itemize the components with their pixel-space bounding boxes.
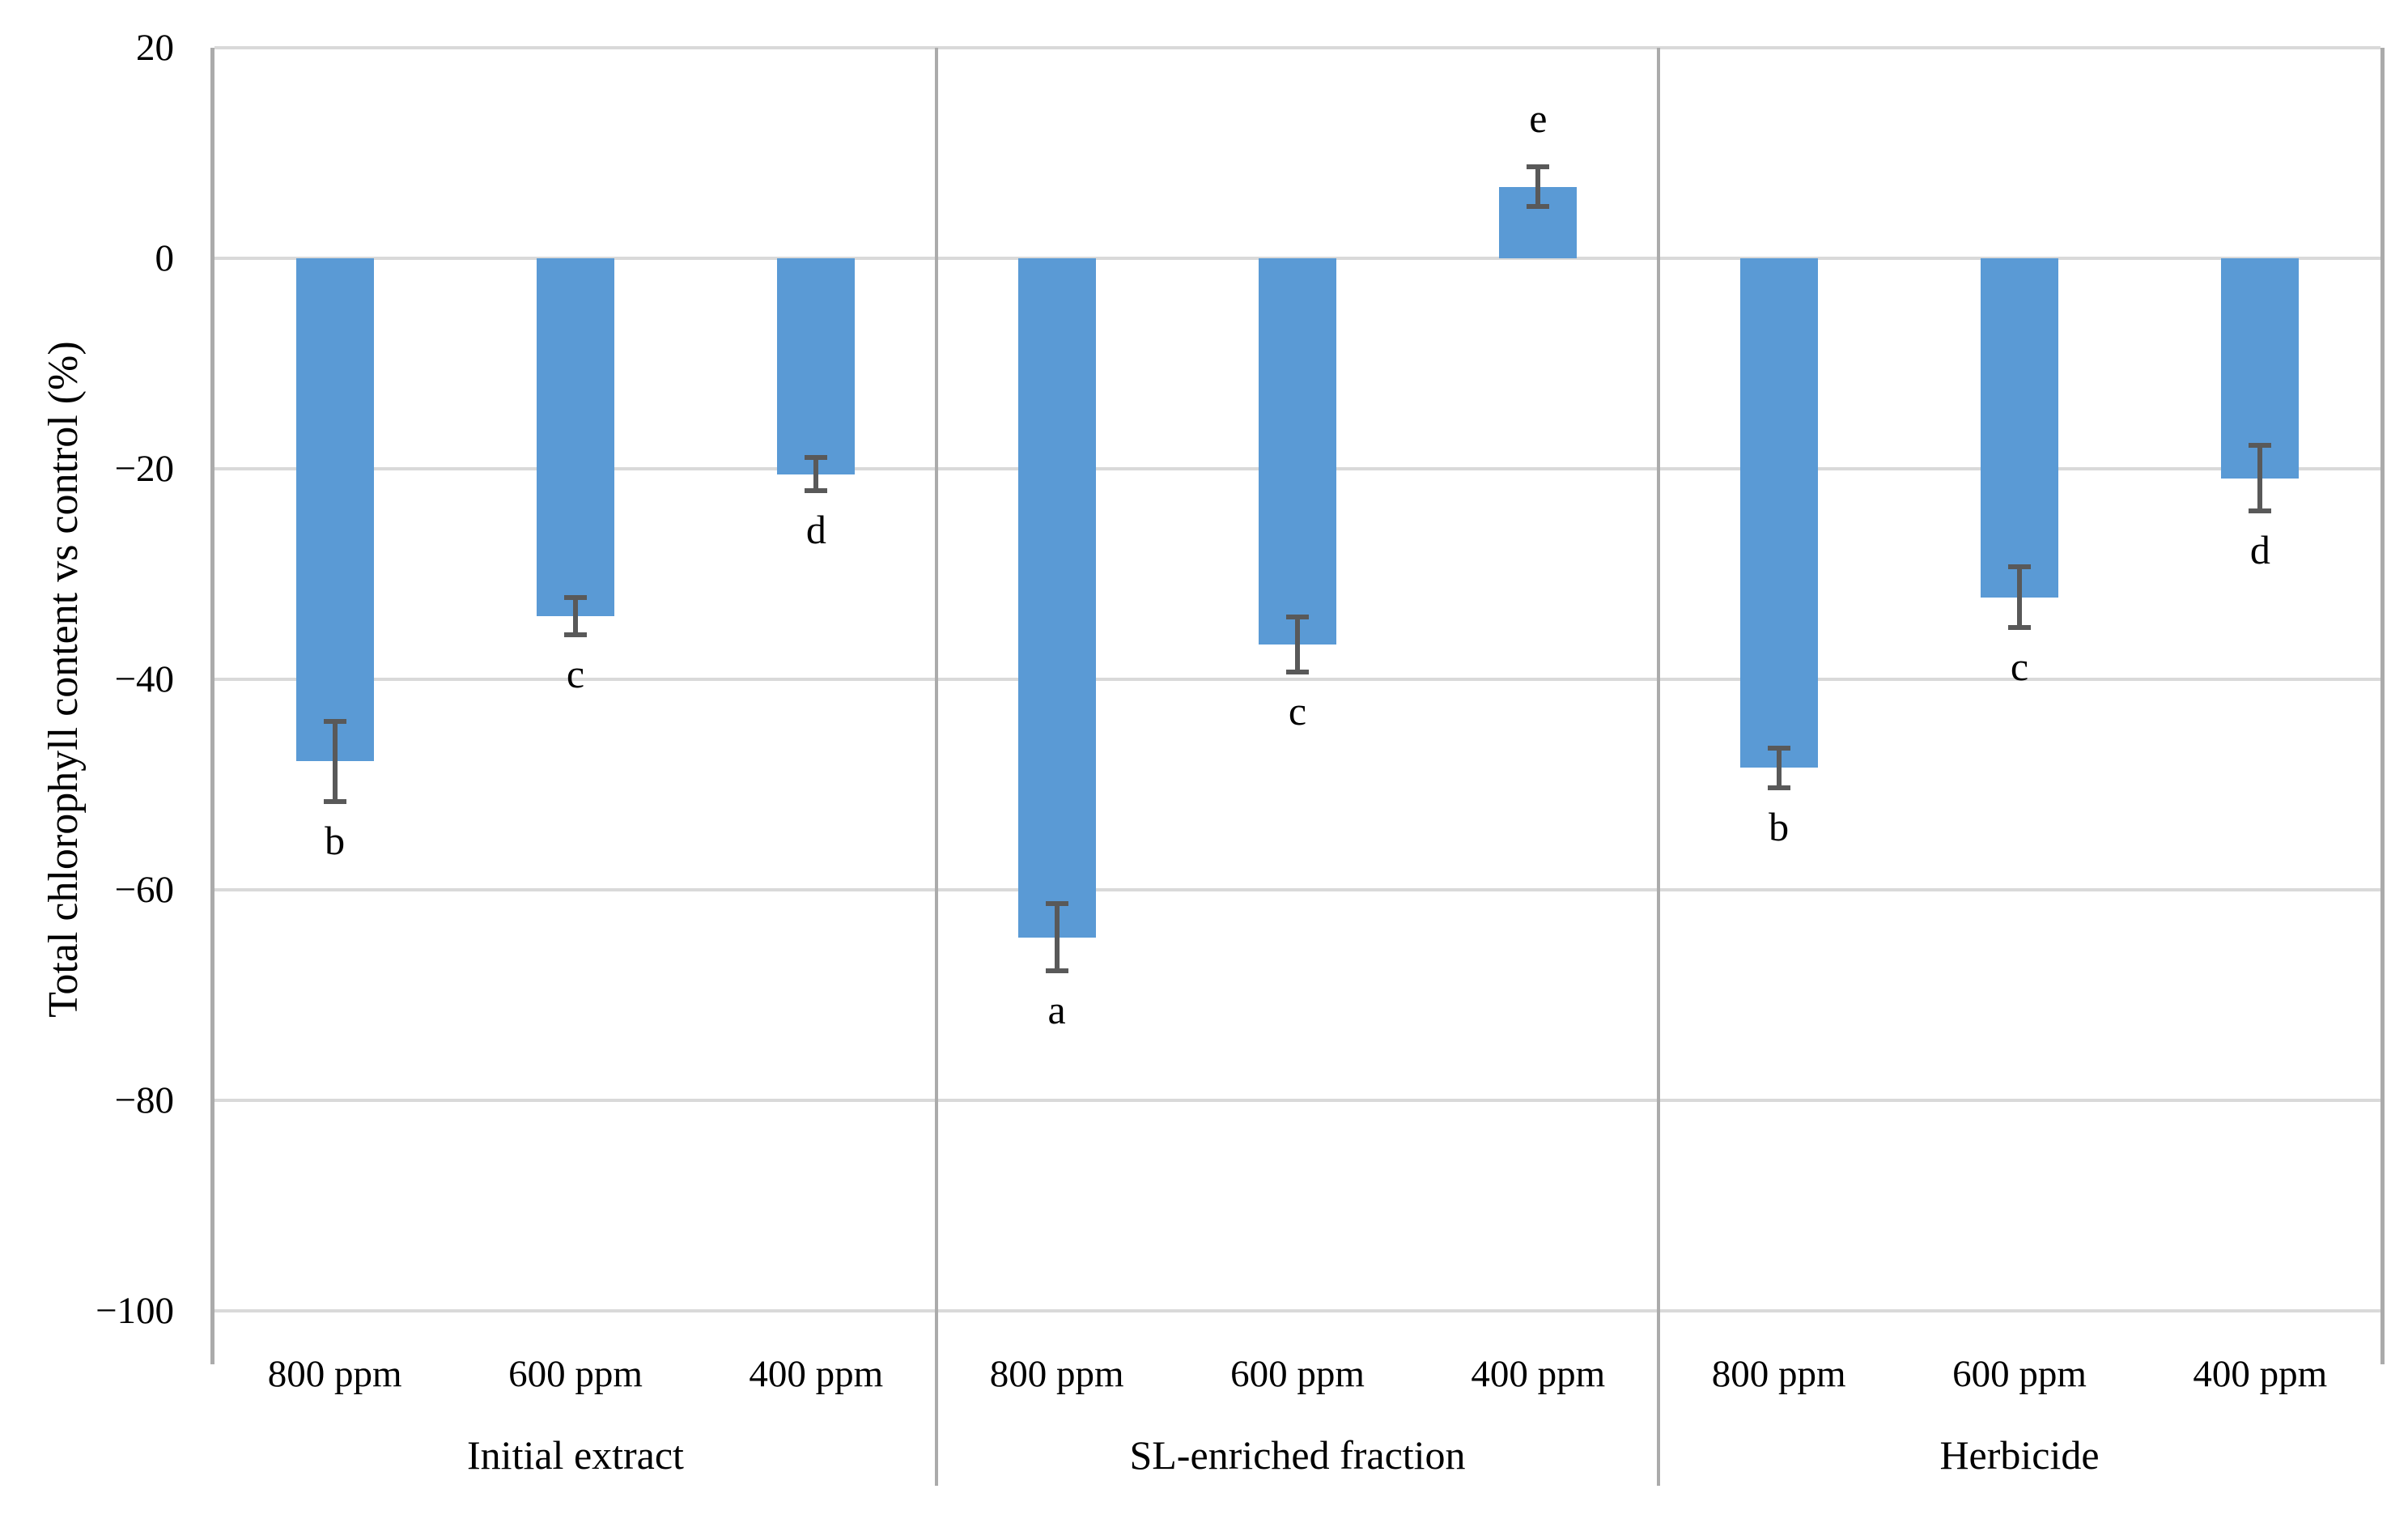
error-bar-cap-bottom bbox=[323, 798, 346, 804]
gridline bbox=[214, 46, 2380, 49]
error-bar-cap-bottom bbox=[2249, 508, 2272, 513]
error-bar-cap-bottom bbox=[805, 488, 828, 494]
group-label: Initial extract bbox=[467, 1432, 684, 1478]
bar bbox=[2221, 258, 2300, 479]
error-bar-whisker bbox=[1776, 747, 1782, 788]
error-bar-whisker bbox=[332, 721, 338, 802]
gridline bbox=[214, 1309, 2380, 1312]
bar bbox=[1017, 258, 1096, 938]
category-label: 600 ppm bbox=[1230, 1353, 1365, 1395]
category-label: 400 ppm bbox=[1471, 1353, 1606, 1395]
group-label: Herbicide bbox=[1939, 1432, 2100, 1478]
category-label: 800 ppm bbox=[267, 1353, 402, 1395]
significance-letter: e bbox=[1529, 95, 1548, 141]
significance-letter: b bbox=[325, 817, 346, 863]
error-bar-whisker bbox=[1295, 617, 1300, 672]
error-bar-cap-top bbox=[564, 594, 587, 600]
y-tick-label: 20 bbox=[136, 27, 174, 69]
error-bar-cap-top bbox=[1527, 164, 1550, 169]
y-tick-label: −60 bbox=[114, 869, 174, 911]
group-label: SL-enriched fraction bbox=[1129, 1432, 1466, 1478]
significance-letter: b bbox=[1769, 803, 1790, 849]
error-bar-whisker bbox=[573, 597, 578, 636]
error-bar-cap-top bbox=[2008, 564, 2031, 569]
bar bbox=[537, 258, 614, 616]
plot-right-border bbox=[2380, 48, 2385, 1364]
significance-letter: a bbox=[1047, 987, 1066, 1033]
y-tick-label: −20 bbox=[114, 448, 174, 490]
error-bar-cap-bottom bbox=[1045, 968, 1068, 974]
category-label: 400 ppm bbox=[749, 1353, 884, 1395]
error-bar-cap-top bbox=[805, 454, 828, 460]
significance-letter: d bbox=[805, 507, 826, 553]
error-bar-whisker bbox=[2017, 566, 2022, 628]
panel-separator bbox=[935, 48, 938, 1486]
significance-letter: d bbox=[2249, 527, 2270, 572]
error-bar-cap-bottom bbox=[2008, 625, 2031, 631]
error-bar-cap-top bbox=[2249, 443, 2272, 449]
category-label: 800 ppm bbox=[989, 1353, 1124, 1395]
y-tick-label: 0 bbox=[155, 237, 175, 279]
bar bbox=[1259, 258, 1336, 645]
significance-letter: c bbox=[2010, 644, 2029, 690]
error-bar-cap-top bbox=[1045, 900, 1068, 906]
category-label: 600 ppm bbox=[1952, 1353, 2087, 1395]
significance-letter: c bbox=[1288, 687, 1307, 734]
bar bbox=[295, 258, 374, 762]
error-bar-whisker bbox=[1535, 166, 1541, 207]
panel-separator bbox=[1657, 48, 1660, 1486]
error-bar-cap-bottom bbox=[1286, 669, 1309, 674]
error-bar-cap-top bbox=[1767, 745, 1790, 751]
category-label: 600 ppm bbox=[508, 1353, 643, 1395]
bar bbox=[777, 258, 856, 474]
error-bar-cap-bottom bbox=[1527, 204, 1550, 210]
error-bar-cap-bottom bbox=[1767, 785, 1790, 790]
category-label: 400 ppm bbox=[2193, 1353, 2328, 1395]
error-bar-whisker bbox=[1054, 903, 1060, 972]
y-tick-label: −80 bbox=[114, 1079, 174, 1121]
y-axis-line bbox=[210, 48, 214, 1364]
gridline bbox=[214, 1099, 2380, 1102]
gridline bbox=[214, 678, 2380, 681]
y-tick-label: −100 bbox=[95, 1290, 174, 1332]
category-label: 800 ppm bbox=[1711, 1353, 1846, 1395]
y-tick-label: −40 bbox=[114, 658, 174, 700]
bar bbox=[1981, 258, 2058, 598]
error-bar-cap-top bbox=[1286, 615, 1309, 620]
y-axis-title: Total chlorophyll content vs control (%) bbox=[40, 341, 87, 1018]
error-bar-whisker bbox=[813, 457, 819, 491]
error-bar-cap-top bbox=[323, 719, 346, 724]
significance-letter: c bbox=[566, 651, 585, 697]
bar bbox=[1739, 258, 1818, 768]
error-bar-whisker bbox=[2257, 445, 2263, 511]
gridline bbox=[214, 888, 2380, 891]
error-bar-cap-bottom bbox=[564, 632, 587, 638]
